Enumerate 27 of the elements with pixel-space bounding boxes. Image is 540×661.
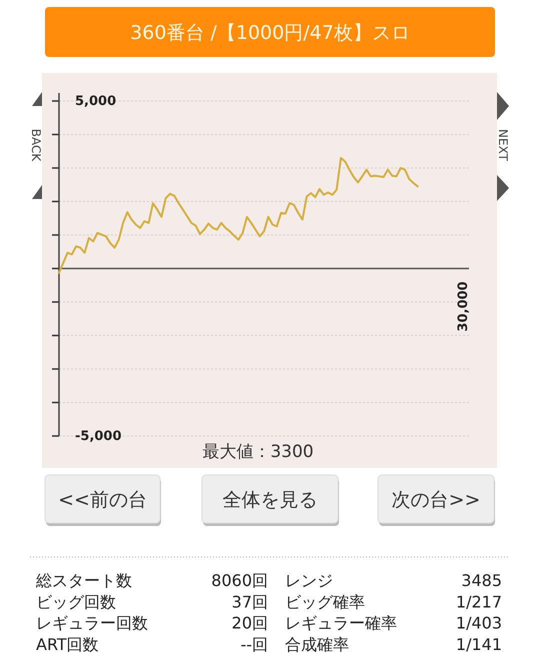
text: 全体を見る [222, 489, 318, 511]
text: 3485 [461, 571, 502, 590]
text: ビッグ確率 [285, 592, 365, 612]
text: 合成確率 [285, 634, 349, 654]
text: BACK [29, 128, 43, 162]
text: ART回数 [36, 634, 99, 654]
text: NEXT [496, 129, 510, 162]
text: 最大値：3300 [202, 442, 314, 462]
text: 総スタート数 [35, 571, 132, 590]
line-series [58, 156, 419, 274]
y-tick-label: 5,000 [75, 94, 116, 109]
text: 1/403 [456, 614, 502, 633]
text: レンジ [285, 571, 333, 590]
text: 8060回 [211, 571, 268, 590]
chart-title: 360番台 /【1000円/47枚】スロ [130, 22, 410, 44]
text: 1/141 [456, 634, 502, 654]
y-tick-label: -5,000 [75, 429, 122, 444]
text: 20回 [232, 614, 268, 633]
text: --回 [240, 634, 268, 654]
text: 1/217 [456, 592, 502, 612]
text: レギュラー確率 [285, 614, 397, 633]
text: <<前の台 [58, 489, 147, 511]
text: レギュラー回数 [36, 614, 148, 633]
text: 30,000 [456, 281, 471, 332]
text: 次の台>> [392, 489, 480, 511]
text: 37回 [232, 592, 268, 612]
text: ビッグ回数 [36, 592, 116, 612]
